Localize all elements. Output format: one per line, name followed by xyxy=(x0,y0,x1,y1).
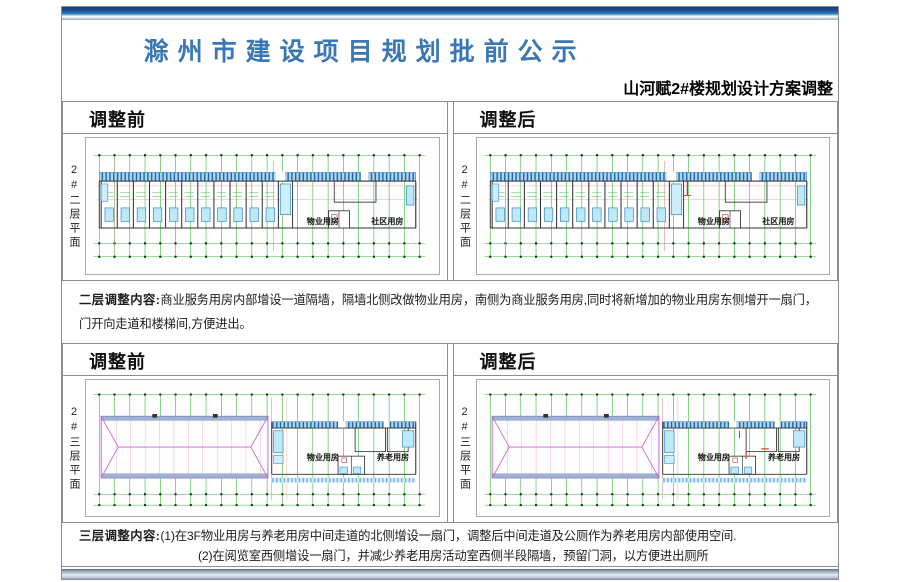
floor2-after-plan-svg: 物业用房 社区用房 xyxy=(484,154,816,258)
floor2-after-side-label: 2#二层平面 xyxy=(458,164,471,250)
top-banner-bar xyxy=(62,7,838,20)
floor2-before-header: 调整前 xyxy=(63,102,447,134)
floor2-before-panel: 调整前 2#二层平面 物业用房 社区用房 xyxy=(62,101,448,281)
floor2-note-line1: 二层调整内容:商业服务用房内部增设一道隔墙，隔墙北侧改做物业用房，南侧为商业服务… xyxy=(79,289,828,313)
svg-text:物业用房: 物业用房 xyxy=(697,216,729,226)
floor3-note: 三层调整内容:(1)在3F物业用房与养老用房中间走道的北侧增设一扇门，调整后中间… xyxy=(62,522,838,567)
page-subtitle: 山河赋2#楼规划设计方案调整 xyxy=(623,81,833,98)
svg-text:物业用房: 物业用房 xyxy=(307,452,339,462)
svg-text:物业用房: 物业用房 xyxy=(307,216,339,226)
floor2-after-drawing: 物业用房 社区用房 xyxy=(475,137,830,275)
floor3-before-panel: 调整前 2#三层平面 物业用房 养老用房 xyxy=(62,343,448,523)
floor2-note-text2: 门开向走道和楼梯间,方便进出。 xyxy=(79,316,252,331)
floor3-row: 调整前 2#三层平面 物业用房 养老用房 调整后 2#三层平面 物业用房 养老用房 xyxy=(62,343,838,523)
floor2-after-body: 2#二层平面 物业用房 社区用房 xyxy=(454,134,838,280)
floor3-before-drawing: 物业用房 养老用房 xyxy=(85,379,440,517)
floor3-after-drawing: 物业用房 养老用房 xyxy=(475,379,830,517)
svg-text:养老用房: 养老用房 xyxy=(766,452,799,462)
svg-text:社区用房: 社区用房 xyxy=(761,216,794,226)
floor2-before-drawing: 物业用房 社区用房 xyxy=(85,137,440,275)
floor3-after-panel: 调整后 2#三层平面 物业用房 养老用房 xyxy=(452,343,838,523)
floor2-before-side-label: 2#二层平面 xyxy=(68,164,80,250)
floor3-after-plan-svg: 物业用房 养老用房 xyxy=(484,393,816,507)
floor3-note-title: 三层调整内容: xyxy=(79,529,161,543)
floor3-after-header: 调整后 xyxy=(453,344,837,376)
page-title: 滁州市建设项目规划批前公示 xyxy=(143,39,586,66)
bottom-banner-bar xyxy=(62,569,838,579)
svg-text:物业用房: 物业用房 xyxy=(697,452,729,462)
svg-text:养老用房: 养老用房 xyxy=(376,452,409,462)
floor3-after-body: 2#三层平面 物业用房 养老用房 xyxy=(454,376,838,522)
floor2-note-title: 二层调整内容: xyxy=(79,293,161,307)
floor3-before-side-label: 2#三层平面 xyxy=(68,406,80,492)
floor3-before-header: 调整前 xyxy=(63,344,447,376)
floor3-note-line1: 三层调整内容:(1)在3F物业用房与养老用房中间走道的北侧增设一扇门，调整后中间… xyxy=(79,527,828,547)
floor3-note-line2: (2)在阅览室西侧增设一扇门，并减少养老用房活动室西侧半段隔墙，预留门洞，以方便… xyxy=(79,547,828,567)
notice-header: 滁州市建设项目规划批前公示 山河赋2#楼规划设计方案调整 xyxy=(62,20,838,102)
floor2-before-body: 2#二层平面 物业用房 社区用房 xyxy=(63,134,447,280)
svg-text:社区用房: 社区用房 xyxy=(370,216,403,226)
notice-frame: 滁州市建设项目规划批前公示 山河赋2#楼规划设计方案调整 调整前 2#二层平面 … xyxy=(61,6,839,580)
floor2-note-line2: 门开向走道和楼梯间,方便进出。 xyxy=(79,313,828,337)
floor3-after-side-label: 2#三层平面 xyxy=(458,406,471,492)
floor2-row: 调整前 2#二层平面 物业用房 社区用房 调整后 2#二层平面 物业用房 社区用房 xyxy=(62,101,838,281)
floor2-note-text1: 商业服务用房内部增设一道隔墙，隔墙北侧改做物业用房，南侧为商业服务用房,同时将新… xyxy=(160,293,817,307)
floor2-after-header: 调整后 xyxy=(453,102,837,134)
floor3-note-text1: (1)在3F物业用房与养老用房中间走道的北侧增设一扇门，调整后中间走道及公厕作为… xyxy=(160,529,737,543)
floor2-after-panel: 调整后 2#二层平面 物业用房 社区用房 xyxy=(452,101,838,281)
floor2-note: 二层调整内容:商业服务用房内部增设一道隔墙，隔墙北侧改做物业用房，南侧为商业服务… xyxy=(62,280,838,344)
floor3-before-plan-svg: 物业用房 养老用房 xyxy=(93,393,426,507)
floor3-note-text2: (2)在阅览室西侧增设一扇门，并减少养老用房活动室西侧半段隔墙，预留门洞，以方便… xyxy=(198,548,709,563)
floor2-before-plan-svg: 物业用房 社区用房 xyxy=(93,154,426,258)
floor3-before-body: 2#三层平面 物业用房 养老用房 xyxy=(63,376,447,522)
